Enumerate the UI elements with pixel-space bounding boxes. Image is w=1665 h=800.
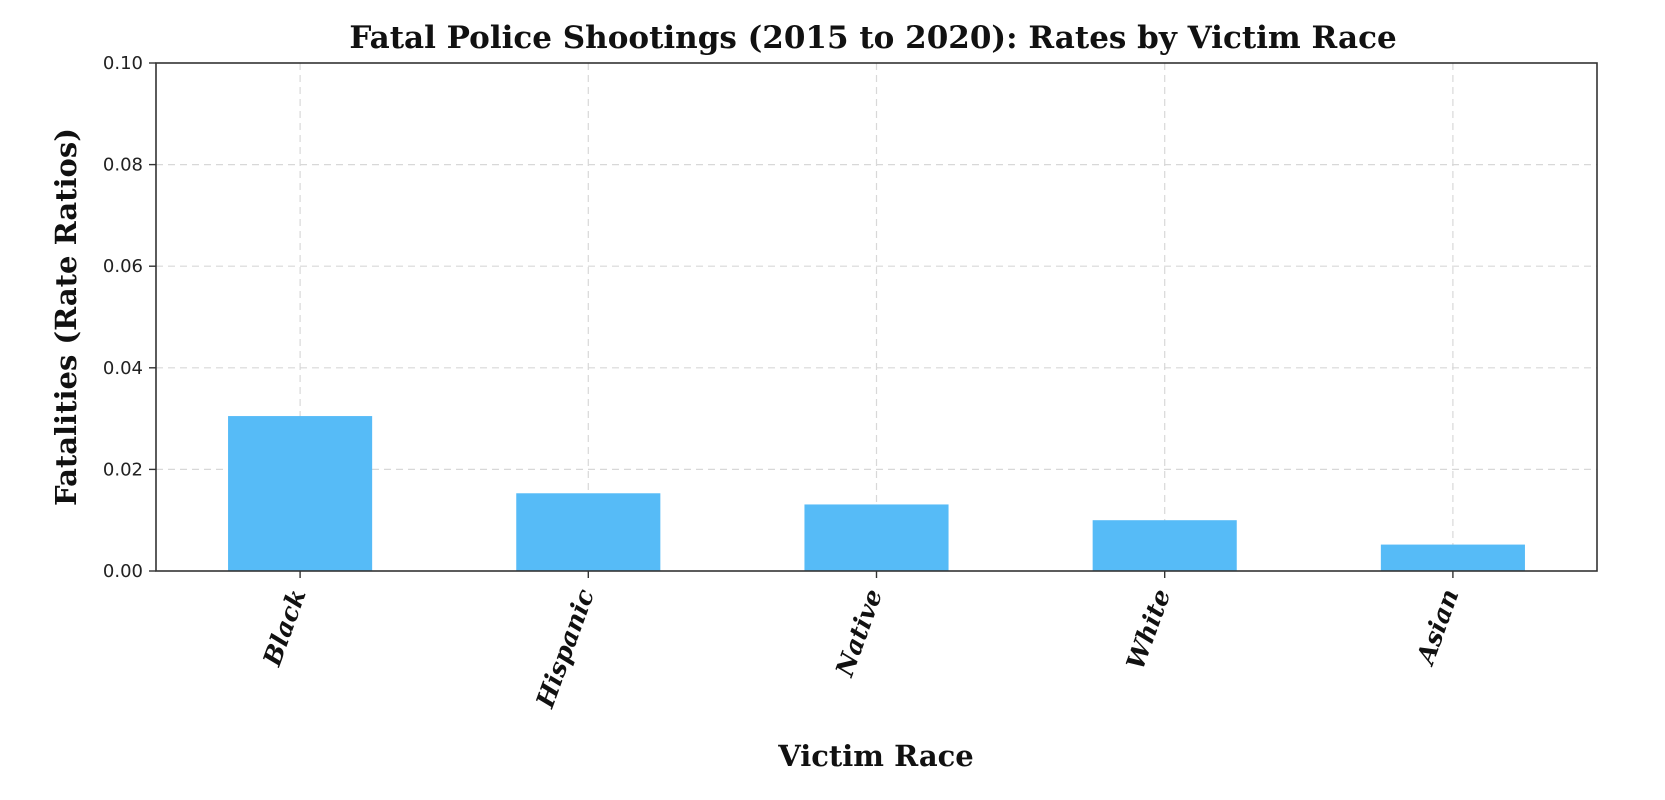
y-tick-label: 0.10 (103, 53, 143, 74)
bar-white (1092, 520, 1237, 571)
bars (228, 416, 1525, 571)
y-tick-label: 0.04 (103, 358, 143, 379)
x-tick-label-white: White (1121, 585, 1177, 673)
grid-lines (156, 63, 1597, 571)
x-tick-label-black: Black (257, 585, 312, 670)
x-axis-label: Victim Race (777, 739, 974, 773)
y-tick-label: 0.02 (103, 459, 143, 480)
x-tick-label-hispanic: Hispanic (530, 585, 600, 712)
y-axis-ticks: 0.00 0.02 0.04 0.06 0.08 0.10 (103, 53, 156, 582)
x-tick-label-asian: Asian (1410, 585, 1464, 669)
bar-black (228, 416, 373, 571)
y-tick-label: 0.00 (103, 561, 143, 582)
x-axis-ticks: Black Hispanic Native White Asian (257, 571, 1465, 712)
bar-asian (1380, 544, 1525, 571)
y-axis-label: Fatalities (Rate Ratios) (49, 128, 83, 506)
chart-title: Fatal Police Shootings (2015 to 2020): R… (349, 20, 1396, 56)
x-tick-label-native: Native (830, 585, 889, 681)
y-tick-label: 0.08 (103, 155, 143, 176)
bar-hispanic (516, 493, 661, 571)
bar-native (804, 504, 949, 571)
y-tick-label: 0.06 (103, 256, 143, 277)
